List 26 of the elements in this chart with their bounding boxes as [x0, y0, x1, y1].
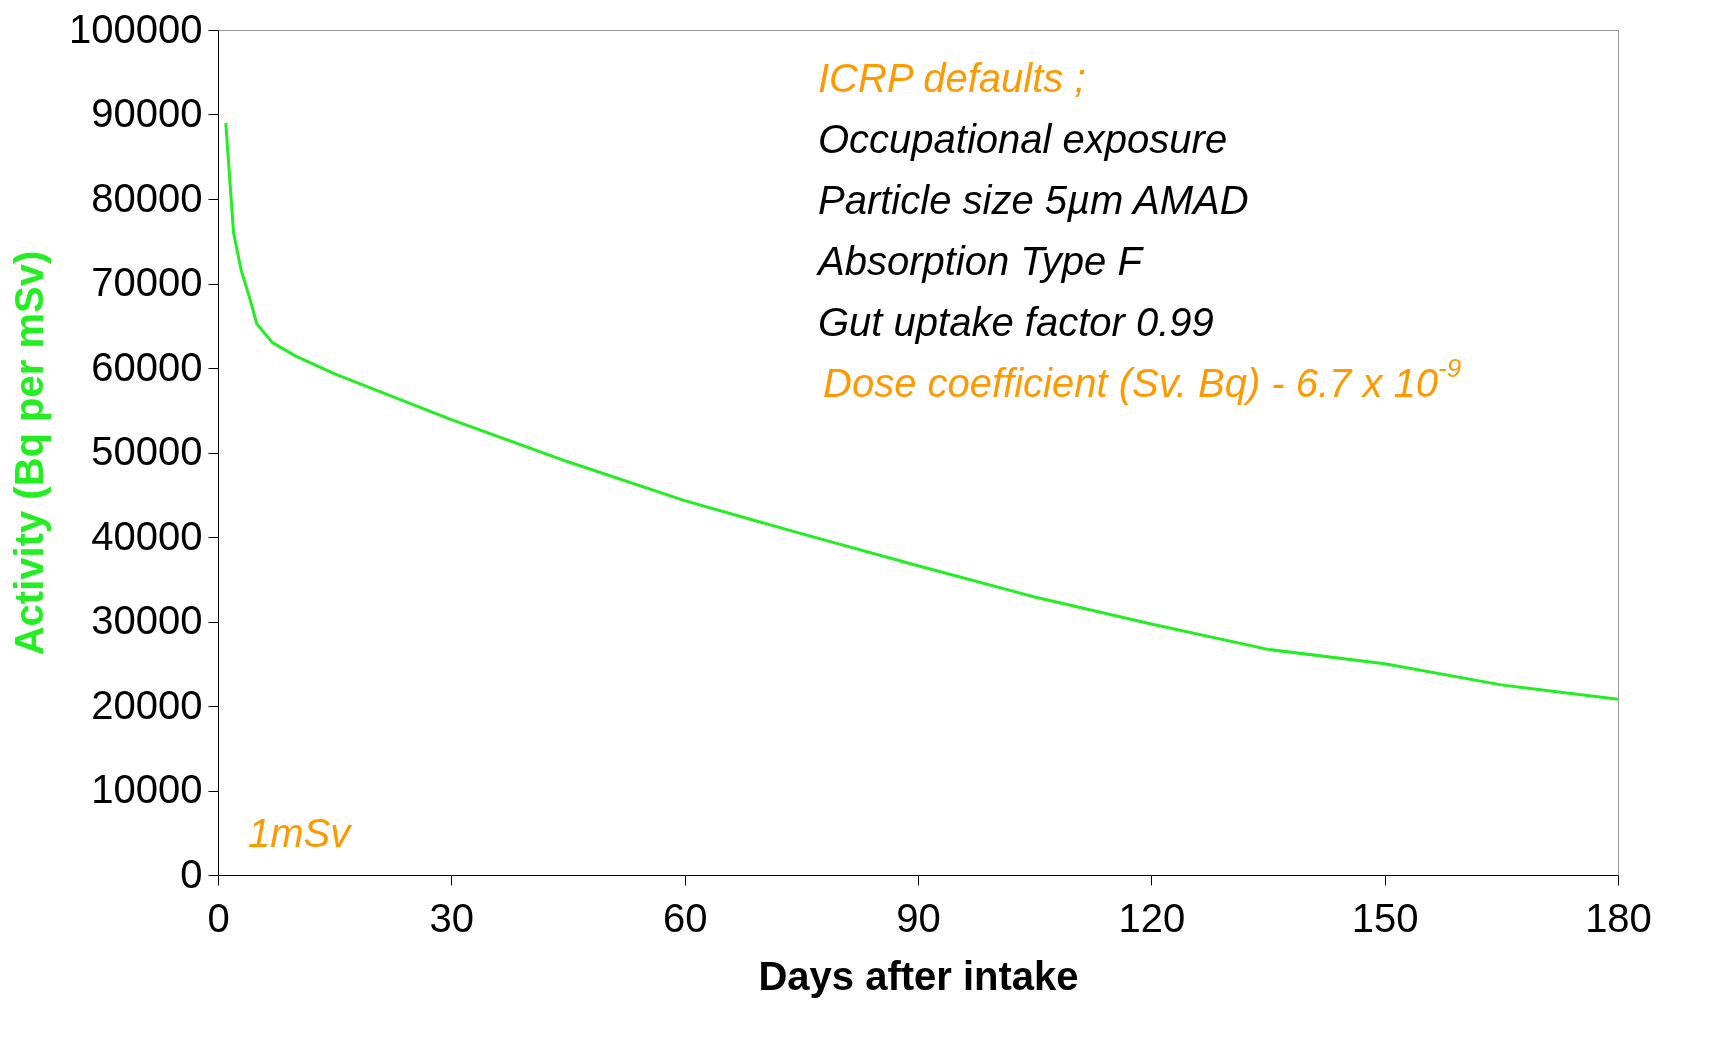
annotation: Occupational exposure	[818, 117, 1228, 161]
y-tick-label: 50000	[91, 429, 203, 473]
annotation: 1mSv	[248, 811, 353, 855]
y-tick-label: 30000	[91, 598, 203, 642]
x-tick-label: 30	[429, 895, 475, 940]
x-tick-label: 60	[662, 895, 708, 940]
y-tick-label: 80000	[91, 175, 203, 220]
x-tick-label: 120	[1118, 895, 1186, 940]
annotation: Absorption Type F	[816, 239, 1145, 283]
x-tick-label: 180	[1585, 895, 1652, 940]
y-tick-label: 90000	[91, 91, 203, 135]
x-tick-label: 150	[1351, 895, 1419, 940]
y-tick-label: 100000	[69, 6, 203, 51]
y-axis-title: Activity (Bq per mSv)	[7, 250, 52, 656]
annotation: Particle size 5µm AMAD	[818, 178, 1249, 222]
y-tick-label: 40000	[91, 513, 203, 558]
y-tick-label: 60000	[91, 344, 203, 389]
x-tick-label: 90	[896, 895, 941, 940]
y-tick-label: 70000	[91, 260, 203, 304]
line-series	[224, 121, 1620, 701]
annotation: ICRP defaults ;	[818, 56, 1086, 100]
y-tick-label: 20000	[91, 682, 203, 727]
annotation: Gut uptake factor 0.99	[818, 300, 1214, 344]
y-tick-label: 0	[180, 851, 203, 896]
x-axis-title: Days after intake	[758, 953, 1079, 998]
y-tick-label: 10000	[91, 767, 203, 811]
